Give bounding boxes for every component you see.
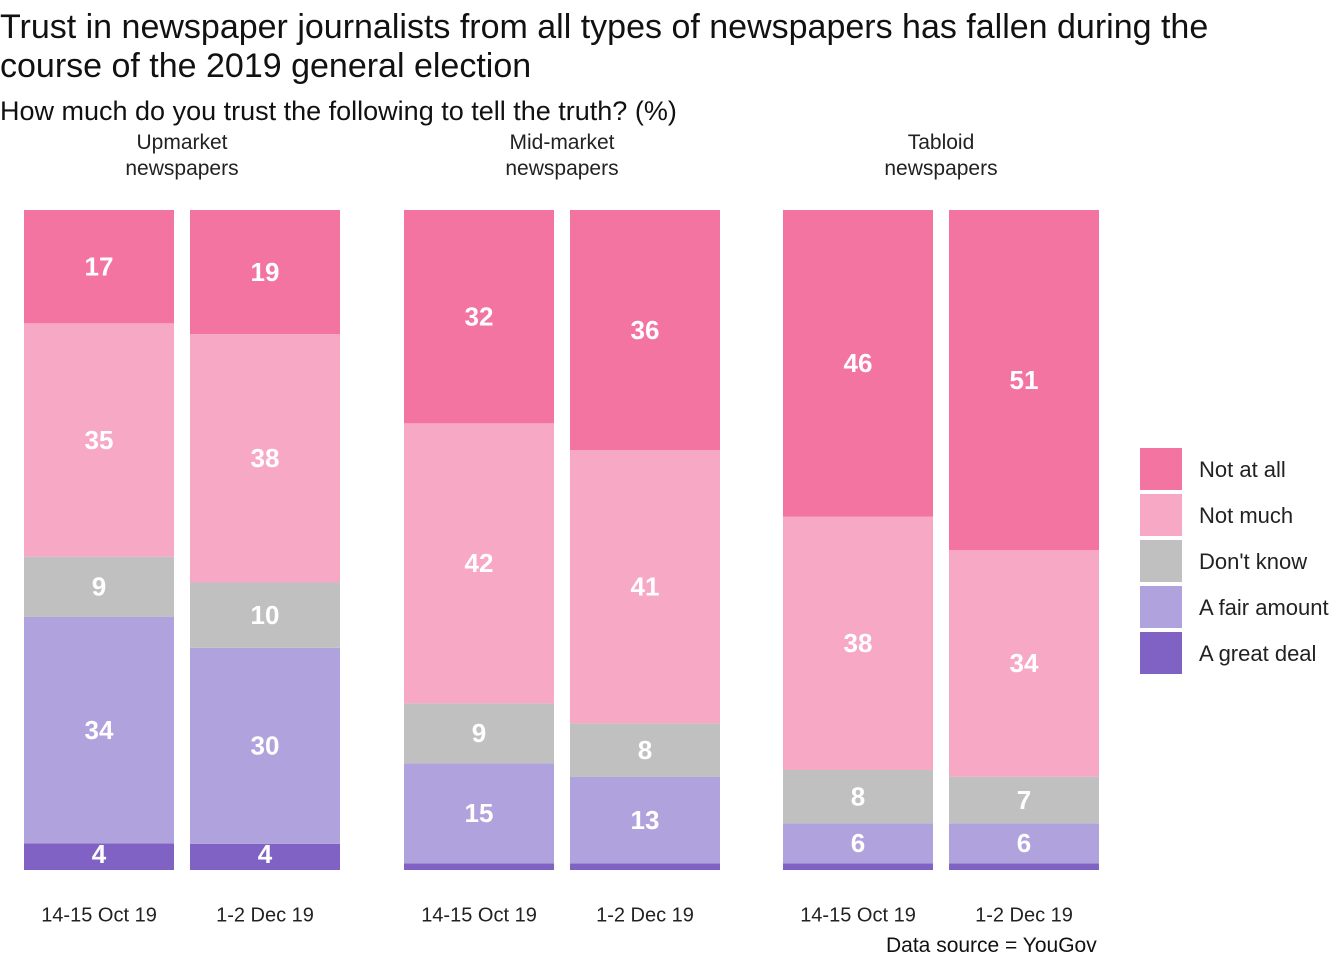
bar-segment xyxy=(190,210,340,335)
panel-title: Mid-market newspapers xyxy=(505,131,619,180)
bar-segment xyxy=(783,823,933,864)
bar-segment xyxy=(949,823,1099,864)
value-label: 35 xyxy=(85,425,114,455)
panel-title: Upmarket newspapers xyxy=(125,131,239,180)
x-tick-label: 14-15 Oct 19 xyxy=(800,904,916,926)
legend-label: Not at all xyxy=(1199,457,1286,482)
legend-label: Don't know xyxy=(1199,549,1307,574)
bar-segment xyxy=(404,423,554,704)
value-label: 36 xyxy=(631,315,660,345)
value-label: 15 xyxy=(465,798,494,828)
value-label: 10 xyxy=(251,600,280,630)
legend-swatch xyxy=(1140,540,1182,582)
bar-segment xyxy=(24,843,174,870)
x-tick-label: 1-2 Dec 19 xyxy=(596,904,694,926)
value-label: 17 xyxy=(85,252,114,282)
bar-segment xyxy=(949,550,1099,777)
x-tick-label: 1-2 Dec 19 xyxy=(216,904,314,926)
value-label: 9 xyxy=(472,718,486,748)
legend-swatch xyxy=(1140,632,1182,674)
value-label: 9 xyxy=(92,572,106,602)
bar-segment xyxy=(190,843,340,870)
source: Data source = YouGov xyxy=(886,934,1097,957)
value-label: 34 xyxy=(1010,648,1039,678)
bar-segment xyxy=(570,210,720,450)
bar-segment xyxy=(783,863,933,870)
title: Trust in newspaper journalists from all … xyxy=(0,8,1209,85)
value-label: 8 xyxy=(851,782,865,812)
bar-segment xyxy=(24,616,174,844)
value-label: 51 xyxy=(1010,365,1039,395)
bar-segment xyxy=(783,210,933,517)
bar-segment xyxy=(24,210,174,324)
value-label: 4 xyxy=(258,839,273,869)
value-label: 41 xyxy=(631,572,660,602)
value-label: 32 xyxy=(465,302,494,332)
value-label: 8 xyxy=(638,735,652,765)
value-label: 6 xyxy=(851,828,865,858)
bar-segment xyxy=(404,210,554,424)
bar-segment xyxy=(570,776,720,864)
bar-segment xyxy=(949,863,1099,870)
value-label: 4 xyxy=(92,839,107,869)
bar-segment xyxy=(24,323,174,557)
subtitle: How much do you trust the following to t… xyxy=(0,96,677,126)
legend-swatch xyxy=(1140,586,1182,628)
bar-segment xyxy=(404,763,554,864)
bar-segment xyxy=(24,556,174,617)
panel-title: Tabloid newspapers xyxy=(884,131,998,180)
x-tick-label: 14-15 Oct 19 xyxy=(421,904,537,926)
value-label: 42 xyxy=(465,548,494,578)
value-label: 7 xyxy=(1017,785,1031,815)
bar-segment xyxy=(570,863,720,870)
x-tick-label: 1-2 Dec 19 xyxy=(975,904,1073,926)
legend-label: A great deal xyxy=(1199,641,1316,666)
value-label: 34 xyxy=(85,715,114,745)
bar-segment xyxy=(783,516,933,770)
legend-label: A fair amount xyxy=(1199,595,1329,620)
bar-segment xyxy=(783,770,933,824)
bar-segment xyxy=(190,334,340,583)
bar-segment xyxy=(190,647,340,844)
bar-segment xyxy=(404,863,554,870)
bar-segment xyxy=(570,450,720,724)
legend-swatch xyxy=(1140,448,1182,490)
value-label: 19 xyxy=(251,257,280,287)
bar-segment xyxy=(949,776,1099,824)
value-label: 30 xyxy=(251,731,280,761)
value-label: 38 xyxy=(251,443,280,473)
value-label: 38 xyxy=(844,628,873,658)
bar-segment xyxy=(949,210,1099,550)
bar-segment xyxy=(190,582,340,648)
legend-swatch xyxy=(1140,494,1182,536)
bar-segment xyxy=(570,723,720,777)
x-tick-label: 14-15 Oct 19 xyxy=(41,904,157,926)
legend-label: Not much xyxy=(1199,503,1293,528)
value-label: 13 xyxy=(631,805,660,835)
value-label: 6 xyxy=(1017,828,1031,858)
value-label: 46 xyxy=(844,348,873,378)
bar-segment xyxy=(404,703,554,764)
